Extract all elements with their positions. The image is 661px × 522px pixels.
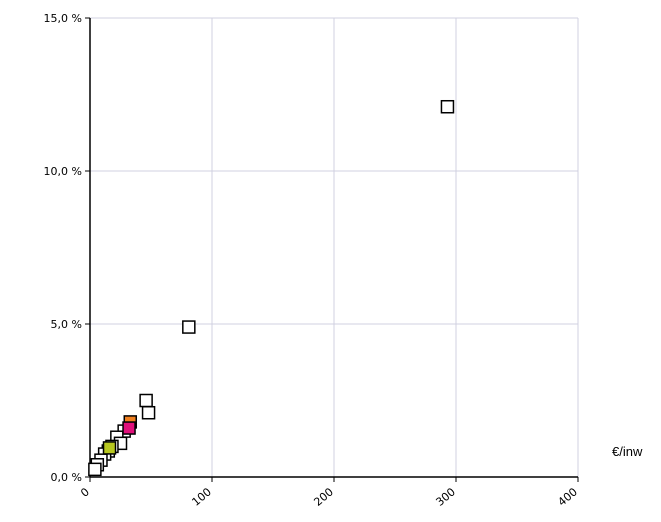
grid-lines (90, 17, 579, 477)
axes (85, 17, 579, 482)
y-tick-label: 10,0 % (44, 165, 82, 178)
y-tick-label: 15,0 % (44, 12, 82, 25)
data-point (182, 320, 196, 334)
data-point (88, 462, 102, 477)
data-point (440, 99, 455, 114)
x-tick-label: 200 (311, 485, 335, 508)
y-tick-label: 0,0 % (51, 471, 82, 484)
x-tick-label: 0 (78, 485, 92, 499)
x-tick-label: 400 (555, 485, 579, 508)
x-axis-label: €/inw (612, 444, 643, 459)
data-point (139, 393, 153, 408)
y-tick-label: 5,0 % (51, 318, 82, 331)
x-tick-label: 100 (189, 485, 213, 508)
x-tick-label: 300 (433, 485, 457, 508)
data-point (122, 421, 136, 435)
data-point (141, 405, 156, 420)
data-point (102, 441, 117, 455)
data-points (88, 99, 455, 477)
